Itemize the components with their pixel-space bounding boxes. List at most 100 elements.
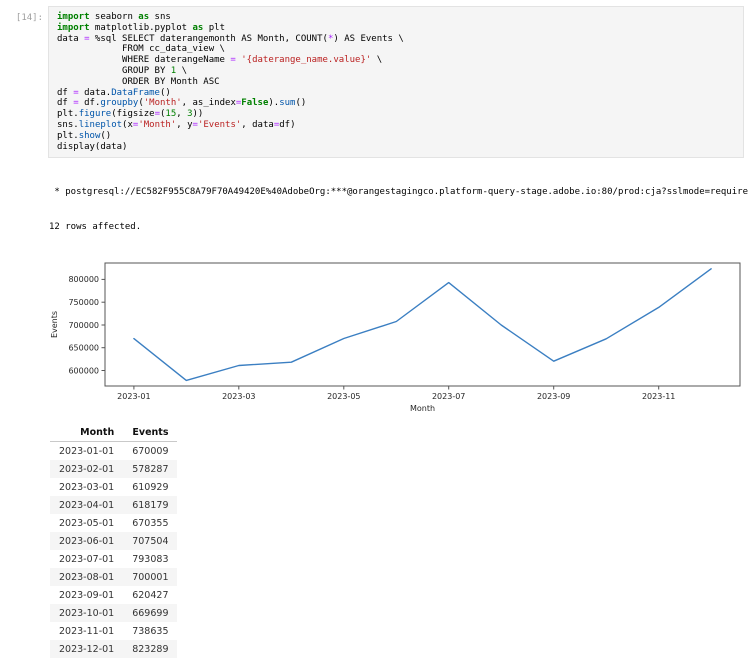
table-cell: 2023-08-01: [59, 571, 115, 583]
table-row: 2023-01-01 670009: [50, 442, 177, 461]
code-token: (x: [122, 119, 133, 130]
code-token: =: [230, 55, 236, 66]
result-table: Month Events 2023-01-01 670009 2023-02-01 57…: [50, 423, 178, 658]
table-cell: 610929: [132, 481, 169, 493]
sql-output: * postgresql://EC582F955C8A79F70A49420E%…: [49, 164, 750, 256]
x-axis-label: Month: [410, 404, 435, 413]
code-token: =: [132, 119, 139, 130]
table-cell: 620427: [132, 589, 169, 601]
code-token: \: [371, 55, 383, 66]
code-token: df: [57, 98, 74, 109]
code-token: df.: [78, 98, 101, 109]
x-tick-label: 2023-03: [222, 392, 255, 401]
code-token: matplotlib.pyplot: [89, 22, 193, 33]
x-tick-label: 2023-01: [117, 392, 150, 401]
code-token: (): [295, 98, 307, 109]
table-cell: 618179: [132, 499, 169, 511]
code-token: False: [241, 98, 269, 109]
code-token: data.: [78, 87, 112, 98]
code-token: plt.: [57, 130, 79, 141]
table-cell: 2023-04-01: [59, 499, 115, 511]
y-tick-label: 700000: [68, 321, 99, 330]
table-cell: 823289: [132, 643, 169, 655]
code-token: import: [57, 12, 90, 22]
table-cell: 578287: [132, 463, 169, 475]
table-cell: 670009: [132, 445, 169, 457]
table-cell: 793083: [132, 553, 169, 565]
connection-string: * postgresql://EC582F955C8A79F70A49420E%…: [49, 187, 748, 198]
code-token: (): [159, 87, 171, 98]
x-tick-label: 2023-11: [642, 392, 675, 401]
code-line: WHERE daterangeName = '{daterange_name.v…: [57, 55, 735, 66]
code-token: =: [73, 98, 79, 109]
code-line: df = data.DataFrame(): [57, 88, 735, 99]
table-cell: 700001: [132, 571, 169, 583]
code-token: 'Events': [197, 119, 242, 130]
code-token: seaborn: [89, 12, 139, 22]
code-token: ,: [176, 109, 188, 120]
table-cell: 2023-02-01: [59, 463, 115, 475]
y-tick-label: 750000: [68, 298, 99, 307]
table-row: 2023-07-01 793083: [50, 550, 177, 568]
code-token: FROM cc_data_view \: [57, 44, 225, 55]
code-token: 1: [170, 65, 177, 76]
code-line: ORDER BY Month ASC: [57, 77, 735, 88]
code-token: as: [192, 22, 204, 33]
code-token: df): [279, 119, 296, 130]
code-token: 15: [165, 109, 177, 120]
code-editor[interactable]: import seaborn as sns import matplotlib.p…: [48, 6, 744, 159]
x-tick-label: 2023-09: [537, 392, 570, 401]
code-token: as: [138, 12, 150, 22]
table-row: 2023-02-01 578287: [50, 460, 178, 479]
table-row: 2023-06-01 707504: [50, 532, 178, 551]
table-cell: 2023-09-01: [59, 589, 115, 601]
code-token: groupby: [100, 98, 139, 109]
table-cell: 2023-11-01: [59, 625, 115, 637]
table-cell: 707504: [132, 535, 169, 547]
table-cell: 2023-01-01: [59, 445, 115, 457]
code-token: ) AS Events \: [333, 33, 404, 44]
table-cell: 2023-12-01: [59, 643, 115, 655]
code-token: , as_index: [181, 98, 236, 109]
table-row: 2023-08-01 700001: [50, 568, 178, 587]
figure-output: 600000 650000 700000 750000 800000 2023-01 202…: [46, 258, 750, 418]
code-token: figure: [78, 109, 112, 120]
table-row: 2023-09-01 620427: [50, 586, 177, 604]
code-token: )): [192, 109, 204, 120]
code-token: sns.: [57, 119, 79, 130]
code-token: (: [159, 109, 166, 120]
code-token: , data: [241, 119, 274, 130]
table-row: 2023-04-01 618179: [50, 496, 178, 515]
code-token: =: [73, 87, 79, 98]
table-cell: 669699: [132, 607, 169, 619]
code-token: lineplot: [78, 119, 123, 130]
table-cell: 2023-03-01: [59, 481, 115, 493]
code-line: display(data): [57, 142, 735, 153]
code-token: 'Month': [143, 98, 182, 109]
code-token: WHERE daterangeName: [57, 55, 231, 66]
code-line: df = df.groupby('Month', as_index=False)…: [57, 98, 735, 109]
header-row: Month Events: [50, 423, 178, 443]
x-tick-label: 2023-05: [327, 392, 360, 401]
code-token: =: [235, 98, 242, 109]
table-cell: 2023-07-01: [59, 553, 115, 565]
code-token: 'Month': [138, 119, 177, 130]
y-tick-label: 800000: [68, 276, 99, 285]
code-token: %sql SELECT daterangemonth AS Month, COU…: [89, 33, 328, 44]
plot-border: [104, 262, 741, 387]
code-token: plt.: [57, 109, 79, 120]
table-row: 2023-10-01 669699: [50, 604, 178, 623]
code-token: (figsize: [111, 109, 155, 120]
y-axis-label: Events: [50, 311, 59, 338]
code-token: '{daterange_name.value}': [241, 55, 372, 66]
events-line: [133, 268, 712, 382]
code-token: =: [273, 119, 280, 130]
code-line: FROM cc_data_view \: [57, 44, 735, 55]
table-cell: 2023-06-01: [59, 535, 115, 547]
result-table-body: 2023-01-01 670009 2023-02-01 578287 2023-03-…: [50, 442, 178, 658]
code-line: plt.figure(figsize=(15, 3)): [57, 109, 735, 120]
code-token: show: [78, 130, 101, 141]
code-line: GROUP BY 1 \: [57, 66, 735, 77]
x-tick-label: 2023-07: [432, 392, 465, 401]
code-token: sns: [149, 12, 171, 22]
